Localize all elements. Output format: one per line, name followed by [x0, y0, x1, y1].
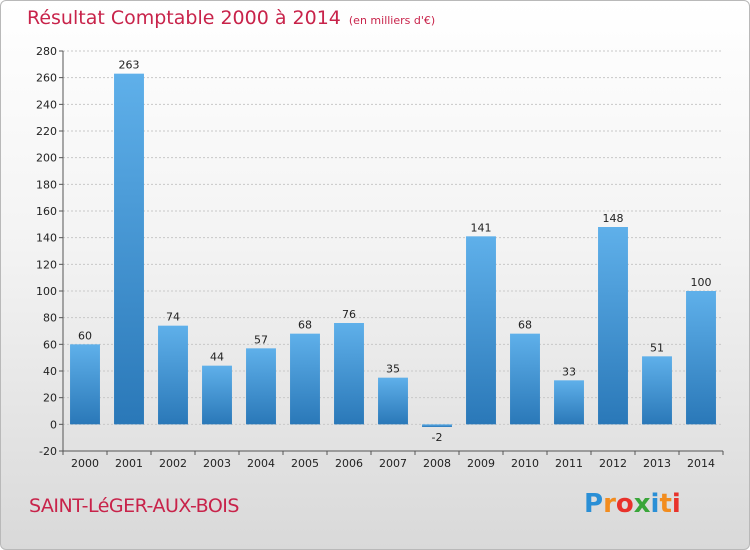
y-tick-label: 40 — [43, 365, 57, 378]
chart-title: Résultat Comptable 2000 à 2014 (en millie… — [27, 7, 435, 29]
x-tick-label: 2006 — [335, 457, 363, 470]
logo-letter: o — [615, 489, 634, 519]
bar — [554, 380, 584, 425]
y-tick-label: 100 — [36, 285, 57, 298]
data-label: 57 — [254, 333, 268, 346]
logo-letter: t — [659, 489, 672, 519]
data-label: 74 — [166, 311, 180, 324]
bar — [246, 348, 276, 425]
bar — [510, 333, 540, 425]
town-name: SAINT-LéGER-AUX-BOIS — [29, 495, 239, 517]
logo-letter: x — [633, 489, 651, 519]
y-tick-label: 240 — [36, 98, 57, 111]
x-tick-label: 2004 — [247, 457, 275, 470]
bar — [70, 344, 100, 425]
logo-letter: i — [671, 489, 681, 519]
x-tick-label: 2002 — [159, 457, 187, 470]
data-label: 33 — [562, 365, 576, 378]
x-tick-label: 2011 — [555, 457, 583, 470]
proxiti-logo: Proxiti — [584, 489, 681, 519]
x-tick-label: 2005 — [291, 457, 319, 470]
x-tick-label: 2003 — [203, 457, 231, 470]
data-label: 60 — [78, 329, 92, 342]
x-tick-label: 2014 — [687, 457, 715, 470]
y-tick-label: 260 — [36, 72, 57, 85]
x-tick-label: 2007 — [379, 457, 407, 470]
data-label: 100 — [691, 276, 712, 289]
bar — [202, 365, 232, 425]
y-tick-label: 180 — [36, 178, 57, 191]
y-tick-label: 20 — [43, 392, 57, 405]
bar — [686, 291, 716, 425]
logo-letter: r — [603, 489, 616, 519]
data-label: -2 — [432, 431, 443, 444]
y-tick-label: 80 — [43, 312, 57, 325]
data-label: 76 — [342, 308, 356, 321]
y-tick-label: 120 — [36, 258, 57, 271]
bar — [290, 333, 320, 425]
bar — [642, 356, 672, 425]
logo-letter: P — [584, 489, 604, 519]
x-tick-label: 2000 — [71, 457, 99, 470]
logo-letter: i — [650, 489, 660, 519]
y-tick-label: 160 — [36, 205, 57, 218]
y-tick-label: 280 — [36, 45, 57, 58]
x-tick-label: 2010 — [511, 457, 539, 470]
chart-title-text: Résultat Comptable 2000 à 2014 — [27, 7, 341, 29]
data-label: 68 — [298, 319, 312, 332]
y-tick-label: 60 — [43, 338, 57, 351]
x-tick-label: 2012 — [599, 457, 627, 470]
x-tick-label: 2001 — [115, 457, 143, 470]
y-tick-label: -20 — [39, 445, 57, 458]
x-tick-label: 2009 — [467, 457, 495, 470]
y-tick-label: 220 — [36, 125, 57, 138]
bar — [334, 323, 364, 425]
data-label: 148 — [603, 212, 624, 225]
bar — [598, 227, 628, 425]
bar — [422, 424, 452, 427]
data-label: 51 — [650, 341, 664, 354]
x-tick-label: 2008 — [423, 457, 451, 470]
chart-subtitle: (en milliers d'€) — [348, 14, 436, 27]
bar — [158, 325, 188, 425]
x-tick-label: 2013 — [643, 457, 671, 470]
y-tick-label: 0 — [50, 418, 57, 431]
bar — [378, 377, 408, 425]
bar — [114, 73, 144, 425]
data-label: 68 — [518, 319, 532, 332]
bar — [466, 236, 496, 425]
data-label: 44 — [210, 351, 224, 364]
data-label: 263 — [119, 59, 140, 72]
y-tick-label: 140 — [36, 232, 57, 245]
data-label: 35 — [386, 363, 400, 376]
y-tick-label: 200 — [36, 152, 57, 165]
data-label: 141 — [471, 221, 492, 234]
